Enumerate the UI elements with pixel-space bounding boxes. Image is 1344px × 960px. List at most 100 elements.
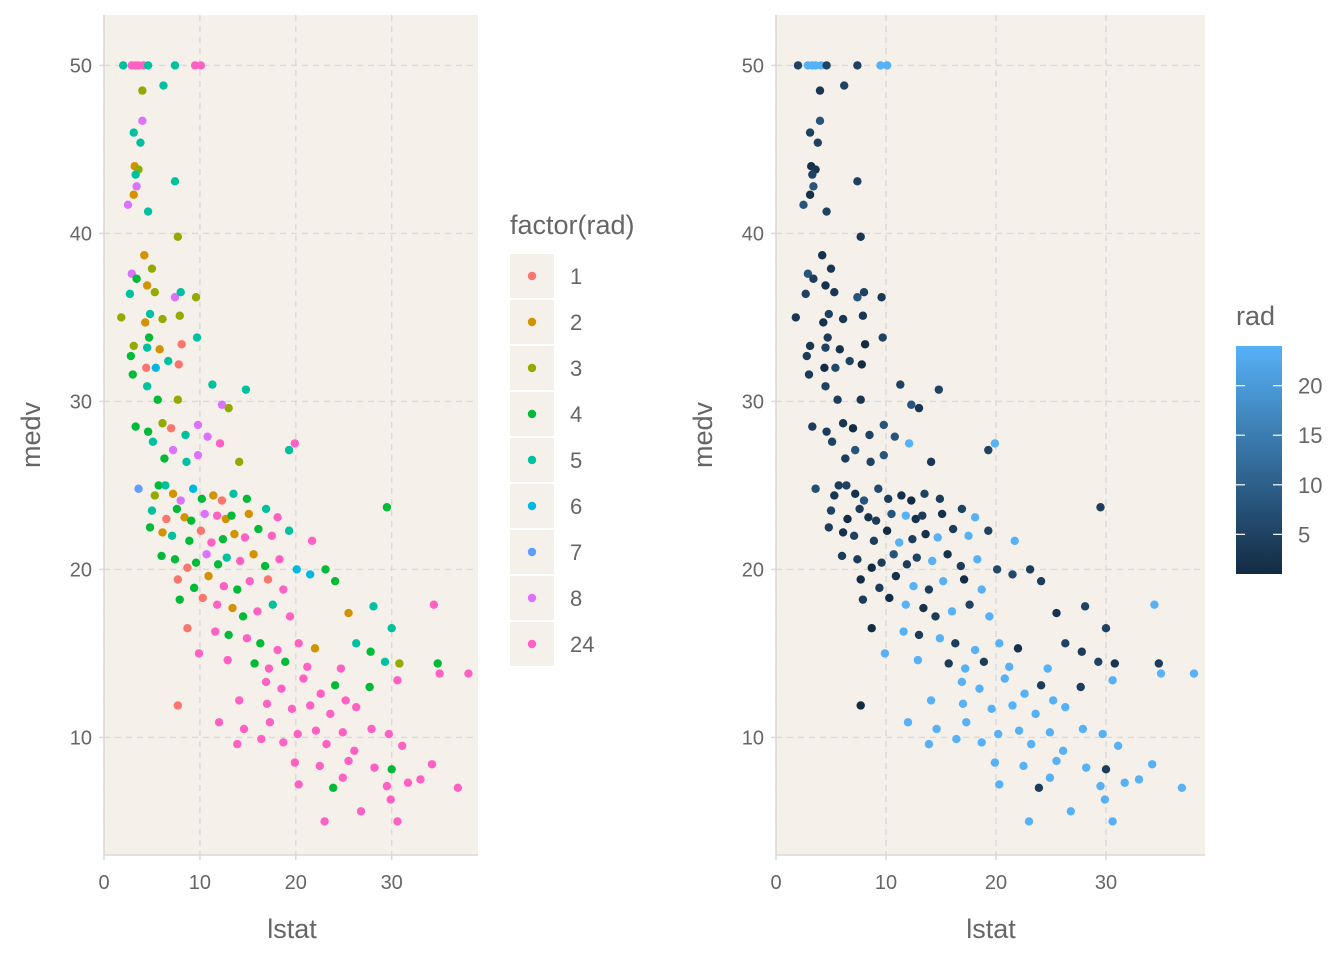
data-point (808, 422, 817, 431)
data-point (935, 494, 945, 504)
data-point (387, 624, 396, 633)
data-point (856, 701, 865, 710)
data-point (802, 351, 811, 361)
data-point (218, 534, 228, 544)
data-point (957, 504, 967, 514)
data-point (168, 445, 178, 455)
data-point (851, 445, 860, 455)
data-point (1058, 746, 1068, 756)
data-point (1052, 756, 1061, 766)
data-point (183, 624, 192, 633)
data-point (803, 269, 813, 278)
data-point (934, 385, 943, 394)
data-point (187, 516, 196, 525)
legend-label: 24 (570, 632, 594, 657)
data-point (158, 419, 167, 428)
data-point (175, 311, 184, 320)
data-point (932, 724, 941, 734)
data-point (310, 644, 320, 653)
data-point (904, 439, 914, 448)
data-point (299, 674, 308, 683)
data-point (293, 729, 302, 739)
data-point (1031, 709, 1040, 719)
data-point (924, 585, 934, 594)
data-point (155, 345, 164, 354)
data-point (215, 439, 225, 448)
data-point (882, 61, 892, 70)
data-point (882, 526, 892, 535)
colorbar-ticks: 5 10 15 20 (1236, 374, 1322, 547)
data-point (1045, 773, 1055, 782)
data-point (1027, 739, 1036, 749)
data-point (453, 783, 463, 792)
data-point (801, 289, 810, 299)
data-point (303, 662, 312, 672)
y-tick-label: 50 (742, 55, 764, 77)
x-tick-labels: 0 10 20 30 (98, 855, 403, 894)
data-point (202, 550, 211, 559)
data-point (1061, 639, 1070, 648)
data-point (279, 738, 288, 747)
data-point (901, 511, 910, 520)
data-point (859, 496, 869, 505)
data-point (878, 333, 887, 342)
legend-key-symbol (527, 271, 537, 281)
data-point (290, 439, 300, 448)
data-point (403, 778, 413, 787)
colorbar-legend: rad 5 10 15 20 (1236, 301, 1322, 574)
data-point (131, 422, 140, 431)
data-point (212, 511, 222, 520)
data-point (805, 341, 815, 351)
legend-label: 5 (570, 448, 582, 473)
y-tick-label: 50 (70, 55, 92, 77)
data-point (866, 457, 875, 467)
data-point (352, 702, 361, 712)
data-point (965, 600, 974, 609)
data-point (903, 718, 913, 727)
data-point (233, 739, 242, 749)
data-point (823, 333, 832, 342)
data-point (843, 514, 852, 524)
data-point (315, 761, 324, 771)
data-point (791, 313, 800, 322)
plot-panel-background (104, 15, 478, 855)
data-point (1008, 570, 1017, 579)
data-point (1148, 760, 1157, 769)
data-point (273, 513, 282, 522)
data-point (129, 128, 138, 137)
data-point (290, 758, 300, 767)
x-tick-label: 0 (770, 872, 781, 894)
data-point (833, 395, 842, 404)
data-point (177, 340, 186, 349)
data-point (285, 612, 295, 621)
data-point (191, 558, 201, 567)
data-point (990, 758, 1000, 767)
data-point (387, 765, 396, 774)
data-point (142, 382, 152, 391)
data-point (336, 664, 346, 673)
data-point (140, 251, 149, 260)
data-point (213, 560, 223, 569)
data-point (182, 457, 191, 467)
data-point (856, 232, 865, 241)
data-point (793, 61, 803, 70)
data-point (848, 424, 858, 433)
data-point (148, 437, 158, 446)
x-axis-title: lstat (267, 914, 317, 944)
data-point (977, 738, 986, 747)
y-tick-labels: 10 20 30 40 50 (742, 55, 776, 749)
data-point (1101, 624, 1111, 633)
data-point (181, 430, 190, 440)
data-point (1008, 701, 1017, 710)
y-tick-label: 30 (742, 391, 764, 413)
axes (103, 15, 478, 856)
data-point (367, 724, 376, 734)
data-point (820, 363, 829, 372)
colorbar-label: 10 (1298, 473, 1322, 498)
data-point (147, 264, 157, 273)
data-point (995, 780, 1004, 789)
data-point (1101, 765, 1111, 774)
data-point (819, 318, 828, 327)
data-point (959, 575, 969, 584)
legend: factor(rad) 1 2 3 4 5 6 7 8 24 (510, 210, 635, 666)
